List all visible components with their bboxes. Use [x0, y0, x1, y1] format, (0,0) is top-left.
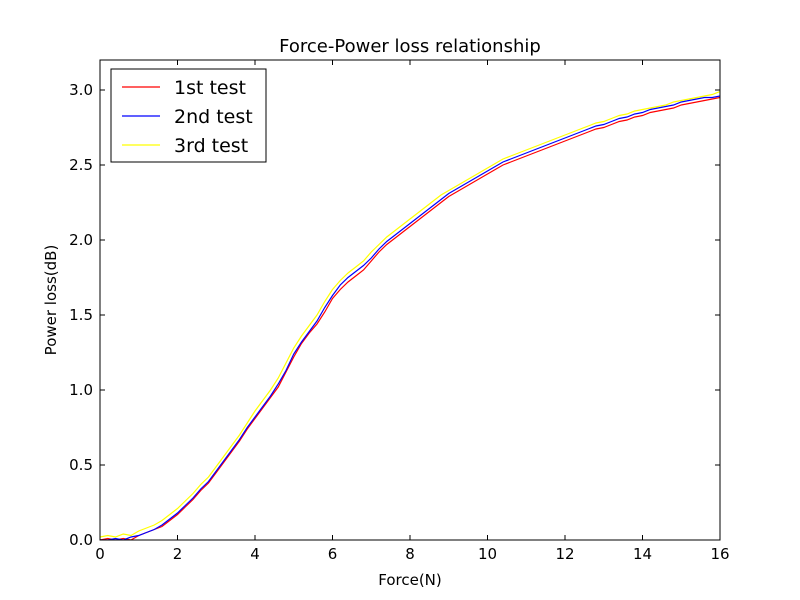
- legend-label-3: 3rd test: [174, 135, 248, 157]
- x-tick-label: 2: [173, 545, 183, 563]
- y-tick-label: 0.5: [69, 456, 93, 474]
- y-tick-label: 1.5: [69, 306, 93, 324]
- x-tick-label: 14: [633, 545, 652, 563]
- legend-label-2: 2nd test: [174, 106, 253, 128]
- x-tick-label: 8: [405, 545, 415, 563]
- legend-label-1: 1st test: [174, 77, 246, 99]
- y-tick-label: 1.0: [69, 381, 93, 399]
- y-axis-label: Power loss(dB): [42, 245, 60, 356]
- series-layer: [100, 90, 720, 540]
- y-tick-label: 2.5: [69, 156, 93, 174]
- legend: 1st test 2nd test 3rd test: [110, 68, 267, 163]
- series-line-2: [100, 95, 720, 540]
- x-tick-label: 6: [328, 545, 338, 563]
- y-tick-label: 3.0: [69, 81, 93, 99]
- x-tick-label: 16: [710, 545, 729, 563]
- y-axis-ticks: 0.0 0.5 1.0 1.5 2.0 2.5 3.0: [69, 81, 720, 549]
- y-tick-label: 0.0: [69, 531, 93, 549]
- x-tick-label: 4: [250, 545, 260, 563]
- x-tick-label: 12: [555, 545, 574, 563]
- y-tick-label: 2.0: [69, 231, 93, 249]
- series-line-1: [100, 96, 720, 540]
- chart-title: Force-Power loss relationship: [279, 36, 541, 57]
- x-axis-ticks: 0 2 4 6 8 10 12 14 16: [95, 60, 730, 563]
- x-tick-label: 10: [478, 545, 497, 563]
- x-tick-label: 0: [95, 545, 105, 563]
- series-line-3: [100, 90, 720, 538]
- x-axis-label: Force(N): [378, 571, 442, 589]
